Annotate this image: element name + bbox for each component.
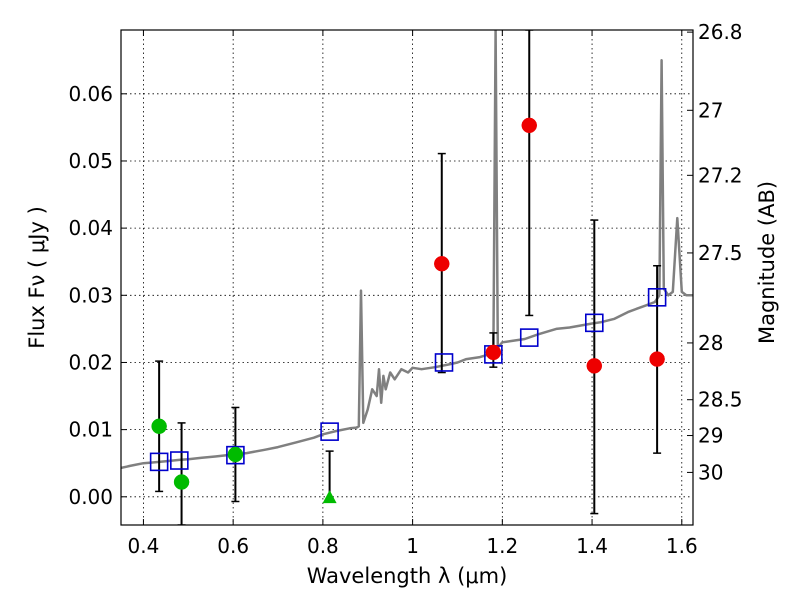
observed-flux-point [434,255,450,272]
spectrum-line [121,30,693,470]
x-tick-label: 0.4 [128,534,160,558]
model-photometry-square [170,451,189,470]
mag-tick-label: 28 [698,331,723,355]
y-tick-label: 0.00 [68,485,113,509]
y-tick-label: 0.03 [68,283,113,307]
x-axis-title: Wavelength λ (μm) [307,564,508,588]
upper-limit-triangle [322,490,337,504]
plot-frame [120,29,694,526]
y-tick-label: 0.04 [68,216,113,240]
model-photometry-square [149,452,169,472]
observed-flux-point [649,351,665,367]
x-tick-label: 0.8 [307,534,339,558]
observed-flux-point [485,344,502,361]
x-tick-label: 0.6 [217,534,249,558]
y-tick-label: 0.02 [68,350,113,374]
observed-flux-point [586,358,603,374]
x-tick-label: 1 [406,534,419,558]
model-photometry-square [519,328,539,347]
y-tick-label: 0.05 [68,149,113,173]
x-tick-label: 1.6 [666,534,698,558]
observed-flux-point [227,446,244,463]
y-axis-title: Flux Fν ( μJy ) [25,206,49,349]
mag-tick-label: 27 [698,98,723,122]
model-photometry-square [585,313,604,333]
observed-flux-point [173,474,190,490]
tick-layer: 0.4 0.6 0.8 1 1.2 1.4 1.6 0.00 0.01 0.02 0.03 0.04 0… [68,20,742,558]
mag-tick-label: 29 [698,424,723,448]
spectrum-layer [121,30,693,470]
observed-flux-point [151,418,167,435]
y-tick-label: 0.06 [68,82,113,106]
model-photometry-square [320,422,339,441]
marker-layer [149,117,667,504]
y-right-axis-title: Magnitude (AB) [755,181,779,344]
model-photometry-square [226,445,245,465]
mag-tick-label: 27.5 [698,241,743,265]
mag-tick-label: 27.2 [698,163,743,187]
model-photometry-square [647,288,667,307]
observed-flux-point [521,117,538,134]
model-photometry-square [434,353,454,372]
grid-layer [121,30,693,525]
y-tick-label: 0.01 [68,418,113,442]
x-tick-label: 1.2 [486,534,518,558]
mag-tick-label: 30 [698,460,723,484]
mag-tick-label: 28.5 [698,388,743,412]
mag-tick-label: 26.8 [698,20,743,44]
x-tick-label: 1.4 [576,534,608,558]
